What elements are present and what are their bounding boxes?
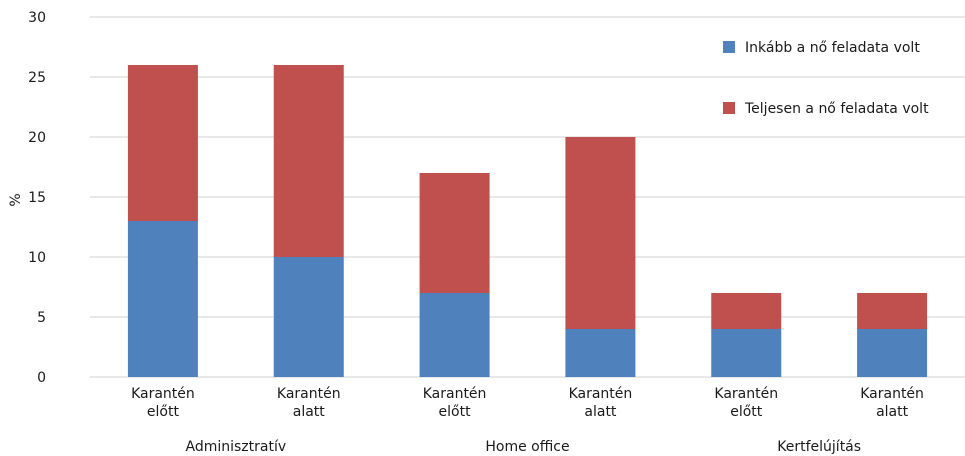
- bar-segment-teljesen: [857, 293, 928, 329]
- x-category-label-line2: előtt: [147, 404, 180, 420]
- x-category-label-line1: Karantén: [423, 386, 487, 402]
- y-axis-title: %: [8, 193, 24, 206]
- bar-segment-inkabb: [273, 257, 344, 377]
- bar-segment-teljesen: [419, 173, 490, 293]
- x-axis-group-labels: Adminisztratív Home office Kertfelújítás: [186, 439, 862, 455]
- bar-segment-teljesen: [565, 137, 636, 329]
- y-tick-label: 10: [28, 250, 46, 266]
- legend-swatch: [723, 102, 735, 114]
- y-axis-ticks: 0 5 10 15 20 25 30: [28, 10, 46, 386]
- legend: Inkább a nő feladata volt Teljesen a nő f…: [723, 40, 929, 117]
- x-category-label-line1: Karantén: [714, 386, 778, 402]
- x-group-label: Home office: [485, 439, 569, 455]
- y-tick-label: 30: [28, 10, 46, 26]
- x-category-label-line1: Karantén: [277, 386, 341, 402]
- bars: [127, 65, 928, 377]
- x-category-label-line1: Karantén: [860, 386, 924, 402]
- bar-segment-inkabb: [127, 221, 198, 377]
- gridlines: [90, 16, 965, 378]
- y-tick-label: 5: [37, 310, 46, 326]
- bar-segment-teljesen: [127, 65, 198, 221]
- x-category-label-line2: előtt: [730, 404, 763, 420]
- x-category-label-line2: alatt: [584, 404, 617, 420]
- x-category-label-line2: alatt: [876, 404, 909, 420]
- x-category-label-line2: alatt: [293, 404, 326, 420]
- bar-segment-teljesen: [711, 293, 782, 329]
- bar-segment-teljesen: [273, 65, 344, 257]
- legend-label: Inkább a nő feladata volt: [745, 40, 920, 56]
- x-group-label: Kertfelújítás: [777, 439, 861, 455]
- bar-segment-inkabb: [419, 293, 490, 377]
- bar-segment-inkabb: [857, 329, 928, 377]
- y-tick-label: 20: [28, 130, 46, 146]
- x-group-label: Adminisztratív: [186, 439, 287, 455]
- x-category-label-line2: előtt: [439, 404, 472, 420]
- x-axis-category-labels: Karantén előtt Karantén alatt Karantén előtt K…: [131, 386, 924, 420]
- x-category-label-line1: Karantén: [131, 386, 195, 402]
- y-tick-label: 25: [28, 70, 46, 86]
- legend-label: Teljesen a nő feladata volt: [744, 101, 929, 117]
- y-tick-label: 0: [37, 370, 46, 386]
- x-category-label-line1: Karantén: [569, 386, 633, 402]
- bar-segment-inkabb: [565, 329, 636, 377]
- y-tick-label: 15: [28, 190, 46, 206]
- legend-swatch: [723, 41, 735, 53]
- bar-segment-inkabb: [711, 329, 782, 377]
